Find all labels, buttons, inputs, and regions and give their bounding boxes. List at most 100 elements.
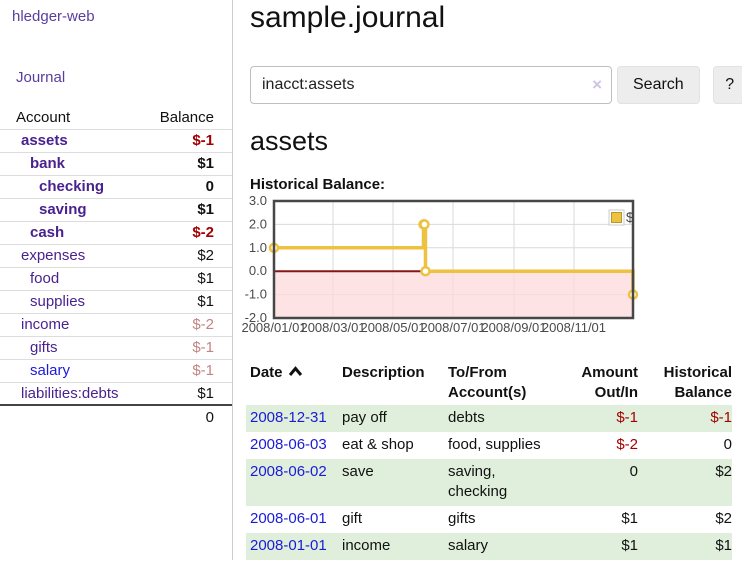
search-input[interactable] <box>250 66 612 104</box>
account-link-cash[interactable]: cash <box>30 224 65 241</box>
legend-label: $ <box>626 209 634 225</box>
account-balance: $-1 <box>192 132 214 149</box>
accounts-total-value: 0 <box>205 408 214 426</box>
transaction-accounts: salary <box>448 537 489 554</box>
transaction-balance: $-1 <box>710 409 732 426</box>
svg-text:2.0: 2.0 <box>249 216 267 231</box>
account-balance: $1 <box>197 155 214 172</box>
accounts-total-row: 0 <box>0 405 232 428</box>
account-balance: $1 <box>197 270 214 287</box>
account-link-income[interactable]: income <box>21 316 70 333</box>
svg-text:-1.0: -1.0 <box>245 287 267 302</box>
accounts-table: Account Balance assets $-1 bank $1 check… <box>0 106 232 428</box>
account-link-gifts[interactable]: gifts <box>30 339 58 356</box>
transaction-description: save <box>342 463 374 480</box>
transaction-amount: $-1 <box>616 409 638 426</box>
account-balance: 0 <box>205 178 214 195</box>
svg-text:1.0: 1.0 <box>249 240 267 255</box>
account-link-bank[interactable]: bank <box>30 155 66 172</box>
account-row: expenses $2 <box>0 244 232 267</box>
register-header-description: Description <box>342 364 425 381</box>
svg-text:0.0: 0.0 <box>249 263 267 278</box>
transaction-date-link[interactable]: 2008-06-03 <box>250 436 327 453</box>
account-link-assets[interactable]: assets <box>21 132 68 149</box>
account-balance: $-2 <box>192 224 214 241</box>
account-row: assets $-1 <box>0 129 232 152</box>
page-title: sample.journal <box>250 1 446 34</box>
svg-text:3.0: 3.0 <box>249 193 267 208</box>
chart-label: Historical Balance: <box>250 176 386 193</box>
transaction-balance: $2 <box>715 510 732 527</box>
account-balance: $-1 <box>192 339 214 356</box>
sidebar: hledger-web Journal Account Balance asse… <box>0 0 233 560</box>
transaction-accounts: food, supplies <box>448 436 541 453</box>
account-balance: $-2 <box>192 316 214 333</box>
help-button[interactable]: ? <box>712 66 742 104</box>
register-header-accounts: To/From Account(s) <box>448 364 527 401</box>
account-row: gifts $-1 <box>0 336 232 359</box>
transaction-date-link[interactable]: 2008-06-02 <box>250 463 327 480</box>
account-row: supplies $1 <box>0 290 232 313</box>
transaction-balance: 0 <box>723 436 732 453</box>
register-row: 2008-06-02 save saving, checking 0 $2 <box>246 459 732 506</box>
main-content: sample.journal × Search ? assets Histori… <box>233 0 742 560</box>
register-row: 2008-01-01 income salary $1 $1 <box>246 533 732 560</box>
account-link-salary[interactable]: salary <box>30 362 71 379</box>
register-header-amount: Amount Out/In <box>581 364 638 401</box>
transaction-balance: $2 <box>715 463 732 480</box>
transaction-amount: $-2 <box>616 436 638 453</box>
sidebar-item-journal[interactable]: Journal <box>16 69 66 86</box>
svg-text:2008/05/01: 2008/05/01 <box>360 320 425 335</box>
account-row: cash $-2 <box>0 221 232 244</box>
transaction-accounts: gifts <box>448 510 476 527</box>
account-balance: $1 <box>197 201 214 218</box>
transaction-amount: $1 <box>621 510 638 527</box>
brand-link[interactable]: hledger-web <box>12 8 95 25</box>
svg-text:2008/09/01: 2008/09/01 <box>481 320 546 335</box>
transaction-description: eat & shop <box>342 436 414 453</box>
account-row: checking 0 <box>0 175 232 198</box>
transaction-amount: 0 <box>629 463 638 480</box>
account-link-expenses[interactable]: expenses <box>21 247 86 264</box>
transaction-accounts: debts <box>448 409 485 426</box>
account-row: salary $-1 <box>0 359 232 382</box>
account-link-food[interactable]: food <box>30 270 60 287</box>
svg-text:-2.0: -2.0 <box>245 310 267 325</box>
account-row: liabilities:debts $1 <box>0 382 232 405</box>
account-balance: $1 <box>197 384 214 402</box>
transaction-date-link[interactable]: 2008-12-31 <box>250 409 327 426</box>
accounts-header-account: Account <box>16 108 71 126</box>
sort-asc-icon <box>288 366 302 376</box>
account-balance: $-1 <box>192 362 214 379</box>
account-link-checking[interactable]: checking <box>39 178 105 195</box>
account-link-saving[interactable]: saving <box>39 201 87 218</box>
transaction-description: income <box>342 537 391 554</box>
account-link-supplies[interactable]: supplies <box>30 293 86 310</box>
register-header-balance: Historical Balance <box>663 364 732 401</box>
svg-text:2008/01/01: 2008/01/01 <box>241 320 306 335</box>
clear-icon[interactable]: × <box>592 75 602 94</box>
account-link-liabilities-debts[interactable]: liabilities:debts <box>21 384 119 402</box>
historical-balance-chart: 3.0 2.0 1.0 0.0 -1.0 -2.02008/01/012008/03/01… <box>241 193 639 335</box>
transaction-date-link[interactable]: 2008-01-01 <box>250 537 327 554</box>
register-header-date[interactable]: Date <box>246 361 342 405</box>
register-header-row: Date Description To/From Account(s) Amou… <box>246 361 732 405</box>
transaction-description: pay off <box>342 409 387 426</box>
app-layout: hledger-web Journal Account Balance asse… <box>0 0 742 560</box>
account-row: income $-2 <box>0 313 232 336</box>
account-balance: $2 <box>197 247 214 264</box>
date-header-label: Date <box>250 364 283 381</box>
transaction-description: gift <box>342 510 363 527</box>
search-button[interactable]: Search <box>617 66 700 104</box>
register-row: 2008-12-31 pay off debts $-1 $-1 <box>246 405 732 432</box>
transaction-date-link[interactable]: 2008-06-01 <box>250 510 327 527</box>
register-row: 2008-06-01 gift gifts $1 $2 <box>246 506 732 533</box>
account-balance: $1 <box>197 293 214 310</box>
legend-swatch <box>611 212 622 223</box>
account-row: bank $1 <box>0 152 232 175</box>
transaction-amount: $1 <box>621 537 638 554</box>
register-table: Date Description To/From Account(s) Amou… <box>246 361 732 560</box>
svg-text:2008/11/01: 2008/11/01 <box>542 320 606 335</box>
transaction-accounts: saving, checking <box>448 463 508 500</box>
accounts-header-balance: Balance <box>159 108 214 126</box>
